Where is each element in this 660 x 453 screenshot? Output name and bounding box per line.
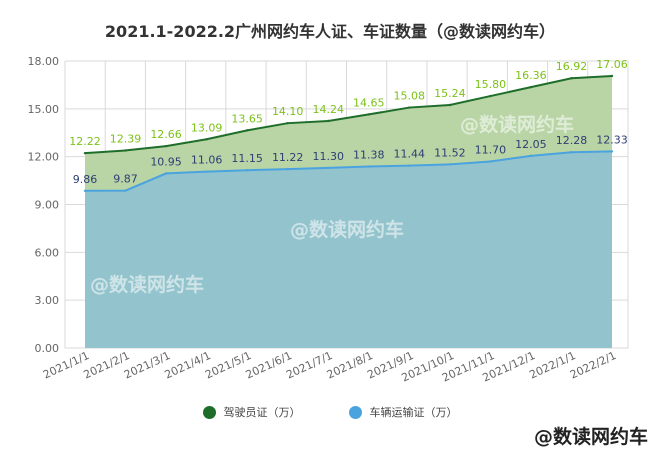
y-tick-label: 15.00 bbox=[28, 103, 60, 116]
y-tick-label: 3.00 bbox=[35, 294, 60, 307]
data-label-series-1: 11.06 bbox=[191, 154, 223, 167]
legend-label-driver: 驾驶员证（万） bbox=[223, 406, 301, 419]
data-point-series-0 bbox=[529, 85, 533, 89]
data-point-series-0 bbox=[205, 138, 208, 141]
data-point-series-0 bbox=[164, 144, 168, 148]
data-label-series-1: 12.28 bbox=[556, 134, 588, 147]
data-point-series-1 bbox=[367, 165, 370, 168]
data-label-series-1: 11.30 bbox=[312, 150, 344, 163]
y-tick-label: 6.00 bbox=[35, 246, 60, 259]
data-label-series-0: 12.22 bbox=[69, 135, 101, 148]
y-tick-label: 12.00 bbox=[28, 151, 60, 164]
watermark-text: @数读网约车 bbox=[460, 114, 575, 136]
data-label-series-1: 12.05 bbox=[515, 138, 547, 151]
data-point-series-0 bbox=[245, 129, 249, 132]
y-tick-label: 18.00 bbox=[28, 55, 60, 68]
data-label-series-0: 15.24 bbox=[434, 87, 466, 100]
y-tick-label: 9.00 bbox=[35, 199, 60, 212]
data-point-series-1 bbox=[489, 160, 492, 163]
data-point-series-0 bbox=[286, 121, 289, 125]
legend-dot-vehicle bbox=[348, 405, 362, 419]
data-label-series-0: 16.36 bbox=[515, 69, 547, 82]
data-point-series-0 bbox=[570, 77, 573, 80]
data-point-series-0 bbox=[124, 149, 127, 152]
data-label-series-0: 12.39 bbox=[110, 132, 142, 145]
legend: 驾驶员证（万） 车辆运输证（万） bbox=[0, 404, 660, 420]
data-point-series-0 bbox=[408, 106, 411, 109]
data-point-series-0 bbox=[367, 113, 370, 116]
data-label-series-1: 9.87 bbox=[113, 173, 138, 186]
data-label-series-0: 14.10 bbox=[272, 105, 304, 118]
data-point-series-1 bbox=[164, 172, 168, 175]
data-label-series-1: 11.44 bbox=[394, 148, 426, 161]
data-label-series-0: 14.24 bbox=[312, 103, 344, 116]
series-line-0 bbox=[84, 74, 613, 155]
data-point-series-1 bbox=[286, 167, 289, 171]
data-label-series-0: 12.66 bbox=[150, 128, 182, 141]
data-point-series-1 bbox=[610, 150, 614, 153]
data-point-series-1 bbox=[327, 166, 330, 170]
watermark-text: @数读网约车 bbox=[290, 219, 405, 241]
x-tick-label: 2022/2/1 bbox=[568, 349, 618, 382]
y-tick-label: 0.00 bbox=[35, 342, 60, 355]
data-label-series-1: 11.52 bbox=[434, 146, 466, 159]
data-label-series-0: 17.06 bbox=[596, 58, 628, 71]
legend-item-driver: 驾驶员证（万） bbox=[202, 404, 301, 420]
data-label-series-0: 13.09 bbox=[191, 121, 223, 134]
data-point-series-1 bbox=[570, 151, 573, 154]
data-point-series-1 bbox=[83, 189, 87, 192]
data-point-series-0 bbox=[610, 74, 614, 78]
data-point-series-1 bbox=[124, 189, 127, 192]
data-label-series-1: 11.70 bbox=[475, 143, 507, 156]
data-label-series-1: 9.86 bbox=[73, 173, 98, 186]
series-line-1 bbox=[84, 150, 613, 192]
data-point-series-1 bbox=[448, 163, 452, 166]
data-label-series-0: 13.65 bbox=[231, 112, 263, 125]
data-point-series-0 bbox=[83, 151, 87, 155]
data-label-series-0: 14.65 bbox=[353, 96, 385, 109]
data-label-series-1: 11.22 bbox=[272, 151, 304, 164]
legend-item-vehicle: 车辆运输证（万） bbox=[348, 404, 458, 420]
data-point-series-0 bbox=[327, 119, 330, 123]
corner-watermark: @数读网约车 bbox=[533, 426, 648, 448]
data-label-series-0: 15.80 bbox=[475, 78, 507, 91]
area-fill-series-1 bbox=[85, 151, 612, 348]
data-label-series-1: 12.33 bbox=[596, 133, 628, 146]
data-point-series-1 bbox=[408, 164, 411, 167]
data-label-series-0: 15.08 bbox=[394, 90, 426, 103]
data-label-series-1: 11.38 bbox=[353, 149, 385, 162]
data-point-series-1 bbox=[529, 154, 533, 158]
data-point-series-0 bbox=[489, 94, 492, 98]
data-point-series-1 bbox=[205, 170, 208, 173]
data-point-series-0 bbox=[448, 103, 452, 107]
data-label-series-1: 11.15 bbox=[231, 152, 263, 165]
chart-title: 2021.1-2022.2广州网约车人证、车证数量（@数读网约车） bbox=[104, 22, 556, 41]
watermark-text: @数读网约车 bbox=[90, 274, 205, 296]
legend-dot-driver bbox=[202, 405, 216, 419]
legend-label-vehicle: 车辆运输证（万） bbox=[369, 406, 458, 419]
data-point-series-1 bbox=[245, 169, 249, 172]
data-label-series-0: 16.92 bbox=[556, 60, 588, 73]
data-label-series-1: 10.95 bbox=[150, 155, 182, 168]
